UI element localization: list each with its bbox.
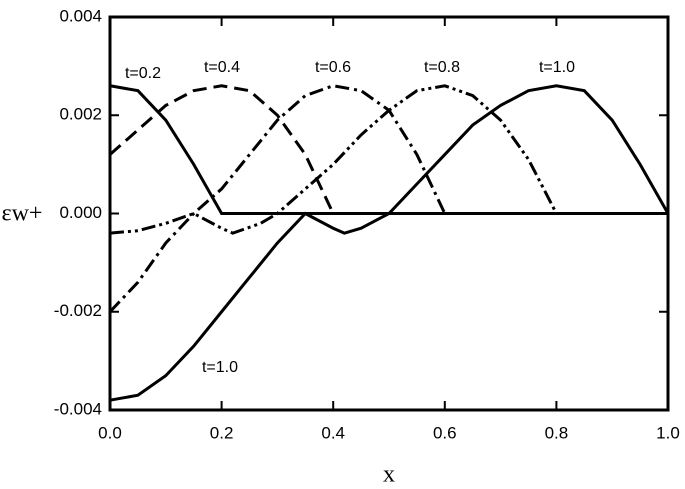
x-tick-label: 0.2 (210, 423, 234, 442)
data-line (108, 84, 447, 313)
x-tick-label: 0.4 (321, 423, 345, 442)
x-tick-label: 0.0 (98, 423, 122, 442)
y-tick-label: 0.000 (59, 203, 102, 222)
annotation: t=1.0 (539, 59, 575, 76)
x-tick-label: 0.6 (433, 423, 457, 442)
data-line (109, 84, 668, 215)
y-tick-label: 0.002 (59, 105, 102, 124)
y-tick-label: -0.002 (54, 301, 102, 320)
y-tick-label: -0.004 (54, 399, 102, 418)
y-axis-label: εw+ (2, 201, 43, 227)
plot-frame (108, 15, 670, 412)
annotation: t=1.0 (202, 359, 238, 376)
annotation: t=0.6 (315, 59, 351, 76)
x-axis-label: x (383, 462, 395, 488)
data-line (109, 84, 670, 402)
annotation: t=0.2 (125, 65, 161, 82)
data-line (109, 84, 558, 235)
x-tick-label: 1.0 (656, 423, 680, 442)
annotation: t=0.8 (424, 59, 460, 76)
data-line (109, 84, 335, 215)
y-tick-label: 0.004 (59, 6, 102, 25)
annotation: t=0.4 (204, 59, 240, 76)
x-tick-label: 0.8 (545, 423, 569, 442)
